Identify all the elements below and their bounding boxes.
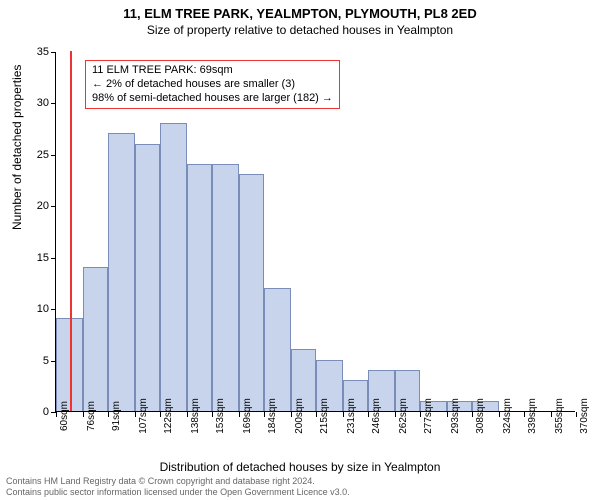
y-tick-mark — [51, 309, 56, 310]
x-tick-mark — [108, 412, 109, 417]
y-tick-label: 30 — [19, 97, 49, 109]
x-tick-mark — [56, 412, 57, 417]
footer-line-1: Contains HM Land Registry data © Crown c… — [6, 476, 350, 487]
x-tick-label: 277sqm — [423, 398, 434, 434]
x-tick-mark — [499, 412, 500, 417]
y-tick-label: 35 — [19, 46, 49, 58]
footer-attribution: Contains HM Land Registry data © Crown c… — [6, 476, 350, 498]
x-tick-mark — [472, 412, 473, 417]
y-tick-label: 25 — [19, 149, 49, 161]
x-tick-mark — [316, 412, 317, 417]
x-tick-mark — [395, 412, 396, 417]
x-tick-label: 60sqm — [59, 401, 70, 431]
x-tick-label: 169sqm — [242, 398, 253, 434]
y-tick-mark — [51, 52, 56, 53]
x-tick-label: 184sqm — [267, 398, 278, 434]
x-tick-mark — [160, 412, 161, 417]
x-tick-mark — [187, 412, 188, 417]
histogram-bar — [264, 288, 291, 411]
x-tick-label: 138sqm — [190, 398, 201, 434]
x-tick-mark — [551, 412, 552, 417]
page-subtitle: Size of property relative to detached ho… — [0, 23, 600, 37]
x-tick-label: 324sqm — [502, 398, 513, 434]
x-tick-mark — [368, 412, 369, 417]
x-tick-label: 370sqm — [579, 398, 590, 434]
y-tick-label: 5 — [19, 355, 49, 367]
x-tick-label: 339sqm — [527, 398, 538, 434]
x-tick-mark — [576, 412, 577, 417]
x-tick-label: 215sqm — [319, 398, 330, 434]
y-tick-mark — [51, 103, 56, 104]
x-tick-label: 200sqm — [294, 398, 305, 434]
histogram-bar — [160, 123, 187, 411]
x-tick-label: 262sqm — [398, 398, 409, 434]
histogram-bar — [187, 164, 212, 411]
histogram-bar — [108, 133, 135, 411]
x-tick-mark — [83, 412, 84, 417]
annotation-box: 11 ELM TREE PARK: 69sqm ← 2% of detached… — [85, 60, 340, 109]
reference-marker-line — [70, 51, 72, 411]
x-tick-mark — [212, 412, 213, 417]
x-tick-label: 107sqm — [138, 398, 149, 434]
histogram-bar — [212, 164, 239, 411]
annotation-line-3: 98% of semi-detached houses are larger (… — [92, 92, 333, 106]
x-tick-mark — [291, 412, 292, 417]
histogram-bar — [239, 174, 264, 411]
x-tick-mark — [447, 412, 448, 417]
x-tick-label: 231sqm — [346, 398, 357, 434]
y-tick-mark — [51, 155, 56, 156]
y-tick-mark — [51, 258, 56, 259]
x-tick-mark — [135, 412, 136, 417]
x-tick-label: 293sqm — [450, 398, 461, 434]
annotation-line-2: ← 2% of detached houses are smaller (3) — [92, 78, 333, 92]
y-tick-mark — [51, 206, 56, 207]
histogram-bar — [135, 144, 160, 411]
x-tick-mark — [420, 412, 421, 417]
x-tick-label: 308sqm — [475, 398, 486, 434]
x-tick-mark — [264, 412, 265, 417]
x-tick-mark — [524, 412, 525, 417]
x-tick-label: 122sqm — [163, 398, 174, 434]
histogram-chart: 0510152025303560sqm76sqm91sqm107sqm122sq… — [55, 52, 575, 412]
y-tick-label: 15 — [19, 252, 49, 264]
y-tick-label: 10 — [19, 303, 49, 315]
x-tick-label: 91sqm — [111, 401, 122, 431]
y-tick-label: 20 — [19, 200, 49, 212]
x-tick-label: 76sqm — [86, 401, 97, 431]
x-tick-label: 355sqm — [554, 398, 565, 434]
x-tick-mark — [343, 412, 344, 417]
histogram-bar — [83, 267, 108, 411]
annotation-line-1: 11 ELM TREE PARK: 69sqm — [92, 64, 333, 78]
x-axis-label: Distribution of detached houses by size … — [0, 460, 600, 474]
page-title: 11, ELM TREE PARK, YEALMPTON, PLYMOUTH, … — [0, 6, 600, 21]
x-tick-label: 246sqm — [371, 398, 382, 434]
footer-line-2: Contains public sector information licen… — [6, 487, 350, 498]
x-tick-label: 153sqm — [215, 398, 226, 434]
y-tick-label: 0 — [19, 406, 49, 418]
x-tick-mark — [239, 412, 240, 417]
